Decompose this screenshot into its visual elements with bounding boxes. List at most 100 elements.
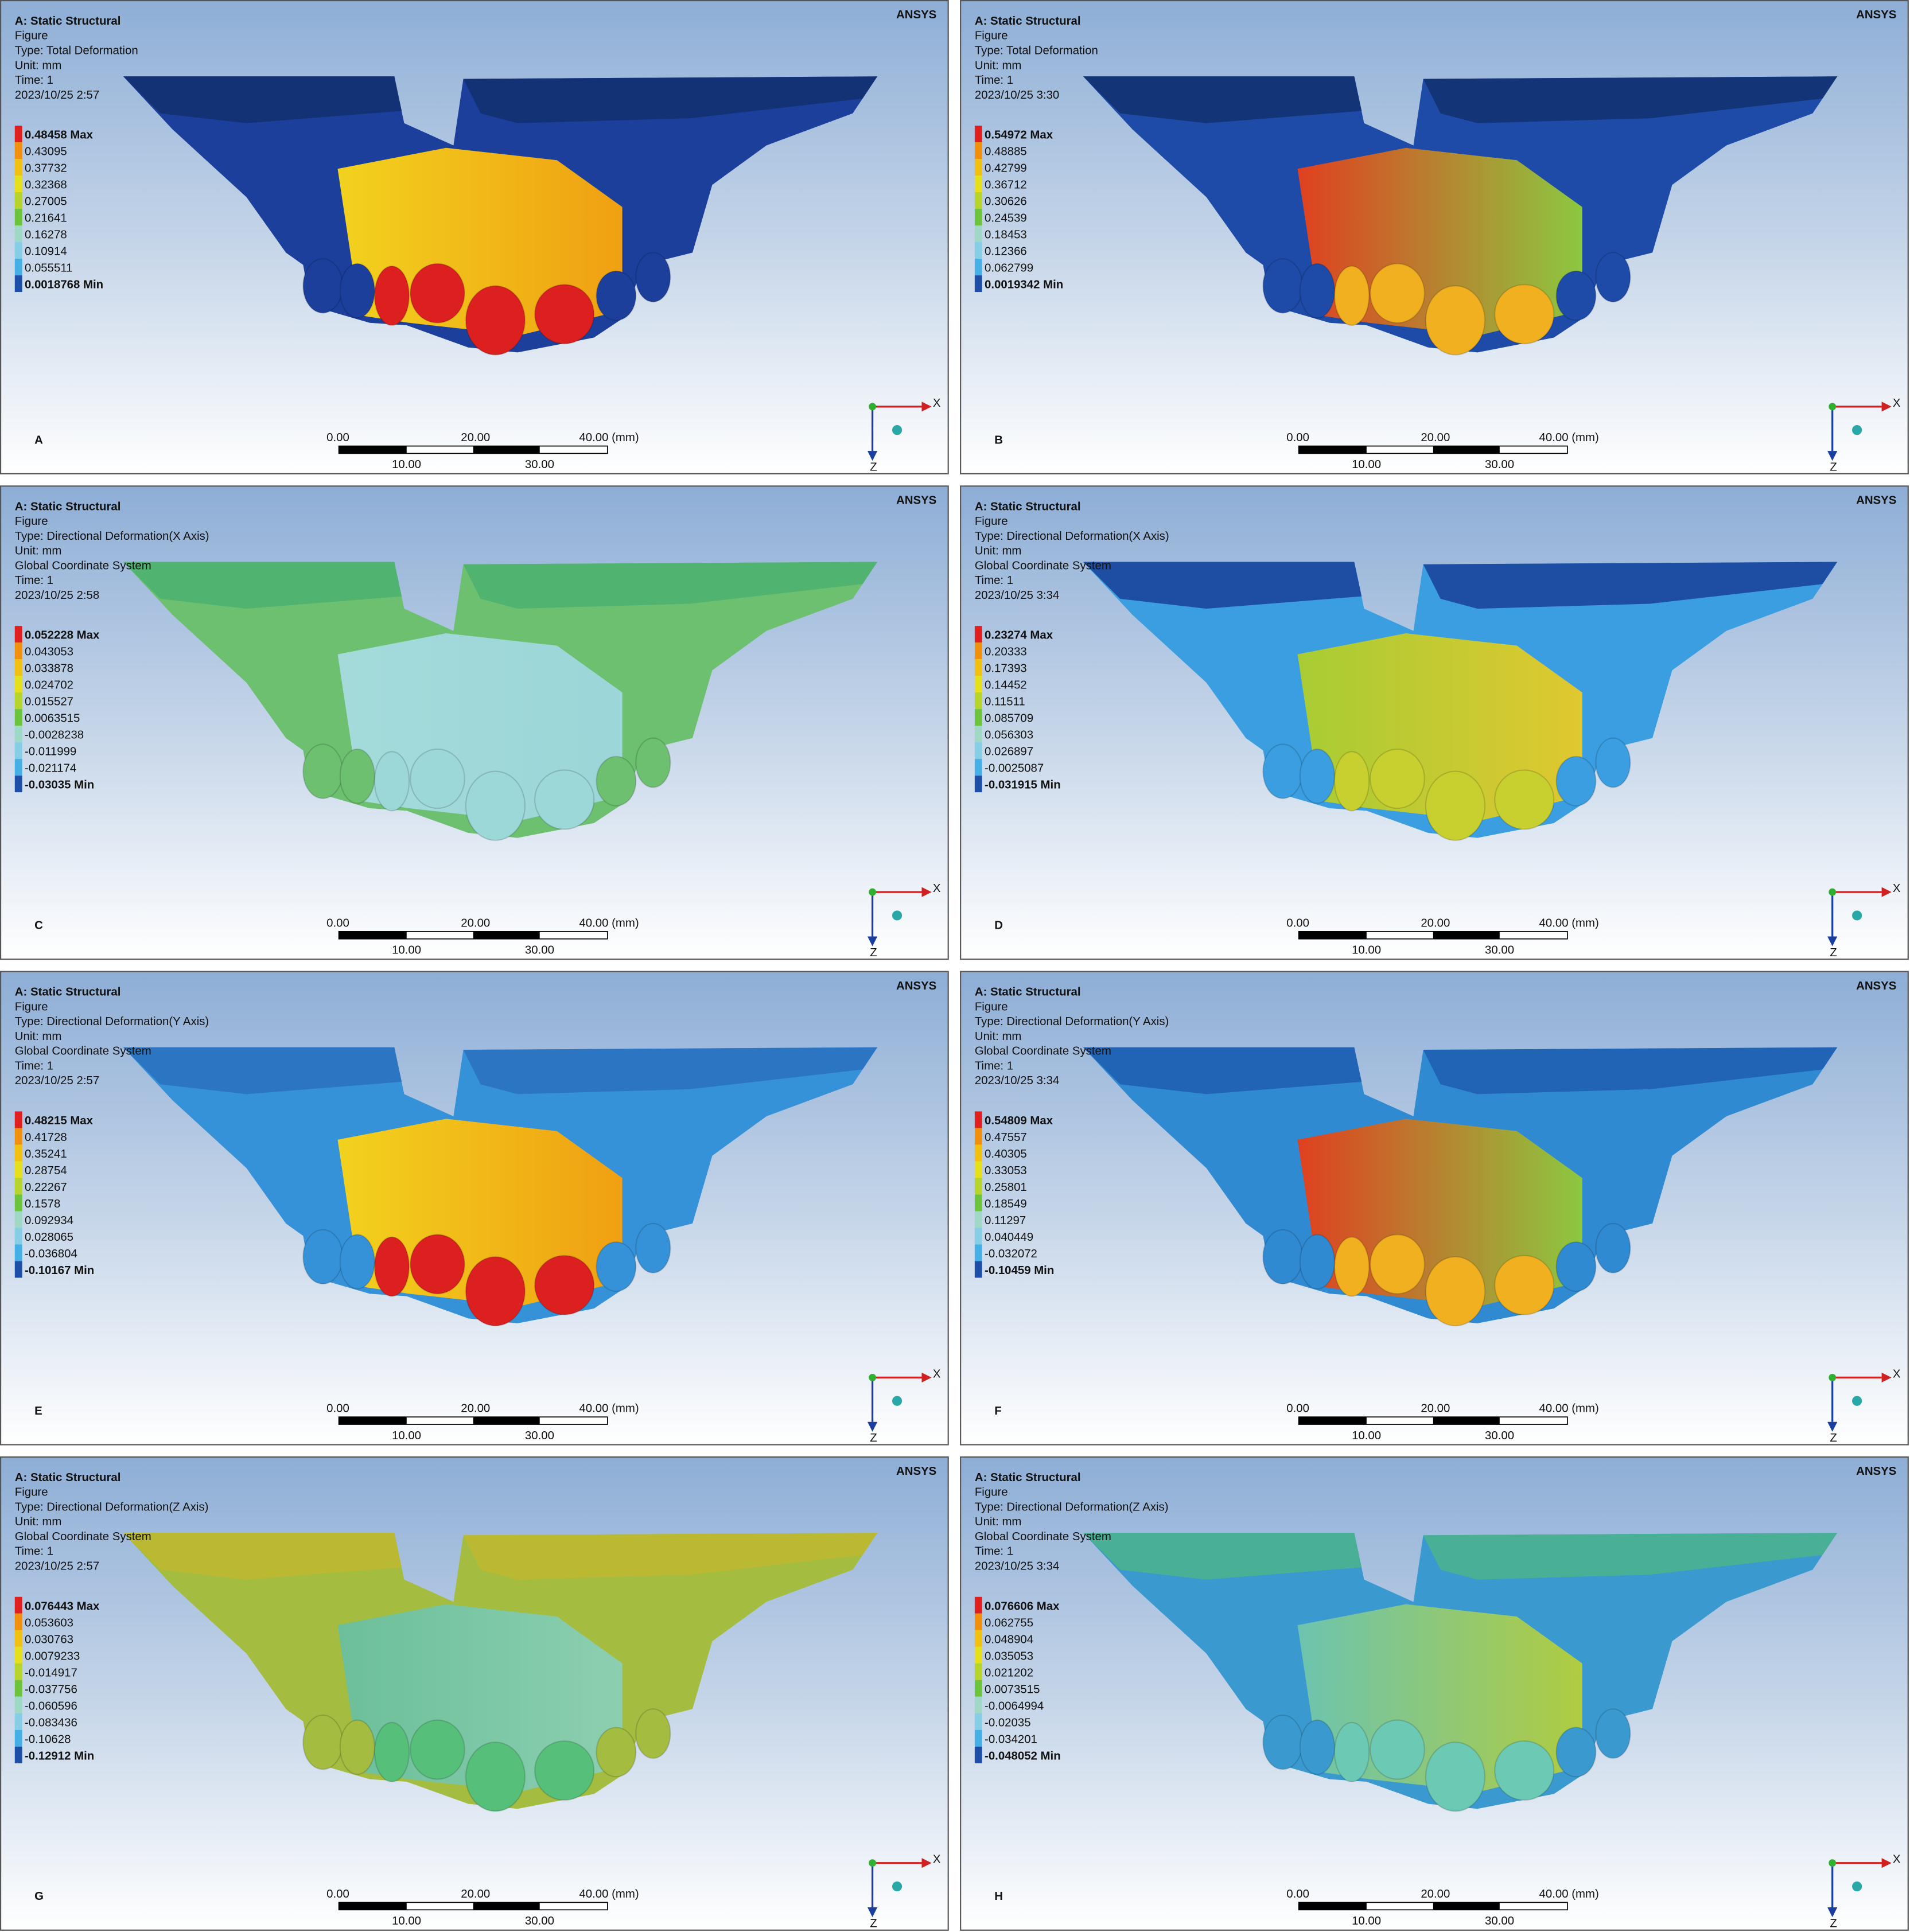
y-axis-dot (1829, 403, 1837, 411)
scale-seg (339, 446, 407, 454)
logo: ANSYS (896, 1465, 936, 1478)
legend-label: 0.33053 (985, 1164, 1027, 1177)
tooth (534, 769, 595, 830)
scale-label: 10.00 (1352, 1915, 1381, 1927)
title: A: Static Structural (975, 15, 1081, 28)
title: A: Static Structural (15, 500, 121, 513)
legend-swatch (974, 1228, 982, 1245)
legend-label: 0.0063515 (25, 712, 80, 725)
legend-label: 0.024702 (25, 679, 73, 692)
tooth (1299, 1719, 1336, 1775)
legend-swatch (14, 1261, 22, 1278)
tooth (1333, 1236, 1370, 1297)
scale-label: 20.00 (461, 1403, 490, 1415)
triad-ball (1852, 425, 1862, 435)
tooth (302, 258, 344, 314)
scale-label: 20.00 (1421, 917, 1450, 929)
scale-label: 0.00 (326, 917, 349, 929)
info-line: Unit: mm (15, 545, 62, 558)
legend-swatch (974, 1211, 982, 1228)
scale-seg (1433, 446, 1500, 454)
legend-swatch (14, 209, 22, 226)
scale-seg (473, 1902, 540, 1910)
tooth (635, 1222, 671, 1273)
info-line: Unit: mm (15, 1516, 62, 1528)
legend-label: 0.12366 (985, 246, 1027, 258)
legend-swatch (974, 1244, 982, 1261)
legend-swatch (14, 126, 22, 143)
triad-ball (892, 1396, 903, 1406)
legend-label: 0.41728 (25, 1131, 67, 1144)
info-line: Time: 1 (975, 1060, 1013, 1072)
title: A: Static Structural (975, 1471, 1081, 1484)
arrow-head (1881, 1858, 1892, 1868)
scale-label: 10.00 (392, 458, 421, 471)
legend-label: -0.036804 (25, 1248, 77, 1260)
info-line: Global Coordinate System (15, 1045, 151, 1058)
tooth (1262, 1714, 1304, 1770)
arrow-head (921, 1858, 932, 1868)
legend-label: 0.30626 (985, 196, 1027, 208)
legend-label: 0.1578 (25, 1198, 60, 1210)
axis-label: X (1893, 882, 1901, 895)
arrow-head (1827, 451, 1838, 461)
scale-label: 40.00 (mm) (1539, 431, 1599, 444)
info-line: Type: Directional Deformation(X Axis) (15, 530, 209, 543)
legend-label: 0.14452 (985, 679, 1027, 692)
legend-swatch (14, 626, 22, 643)
legend-label: -0.03035 Min (25, 779, 94, 792)
arrow-head (1827, 1907, 1838, 1918)
legend-label: -0.037756 (25, 1683, 77, 1696)
legend-label: 0.23274 Max (985, 629, 1053, 642)
axis-label: Z (870, 946, 877, 959)
info-line: Time: 1 (15, 1060, 53, 1072)
scale-seg (1433, 1417, 1500, 1425)
legend-swatch (14, 759, 22, 776)
legend-label: 0.36712 (985, 179, 1027, 192)
legend-swatch (14, 1161, 22, 1178)
tooth (1299, 263, 1336, 319)
legend-swatch (14, 1646, 22, 1664)
info-line: Time: 1 (975, 74, 1013, 87)
upper-band (123, 1533, 878, 1580)
axis-label: Z (870, 461, 877, 474)
legend-swatch (14, 1613, 22, 1630)
tooth (410, 263, 465, 324)
legend-label: 0.030763 (25, 1633, 73, 1646)
scale-seg (1433, 1902, 1500, 1910)
legend-label: 0.40305 (985, 1148, 1027, 1160)
tooth (1595, 252, 1631, 303)
panel: A: Static Structural Figure Type: Directio… (0, 1456, 949, 1931)
panel-label: H (994, 1890, 1003, 1903)
scale-label: 30.00 (1485, 458, 1514, 471)
legend-swatch (974, 692, 982, 710)
legend-label: 0.24539 (985, 212, 1027, 225)
legend-label: 0.21641 (25, 212, 67, 225)
scale-label: 0.00 (1286, 917, 1309, 929)
scale-label: 0.00 (326, 1888, 349, 1900)
upper-band (1083, 1047, 1838, 1094)
info-line: 2023/10/25 2:57 (15, 89, 99, 102)
legend-label: 0.48885 (985, 146, 1027, 158)
legend-swatch (14, 1696, 22, 1713)
legend-swatch (974, 1630, 982, 1647)
panel: A: Static Structural Figure Type: Directio… (960, 1456, 1909, 1931)
tooth (410, 1719, 465, 1780)
legend-label: -0.083436 (25, 1716, 77, 1729)
legend-swatch (14, 709, 22, 726)
panel: A: Static Structural Figure Type: Directio… (0, 485, 949, 960)
info-line: Figure (975, 1000, 1008, 1013)
legend-swatch (974, 1746, 982, 1763)
scale-label: 40.00 (mm) (579, 431, 639, 444)
legend-label: -0.031915 Min (985, 779, 1061, 792)
legend-label: 0.026897 (985, 746, 1033, 758)
legend-swatch (14, 726, 22, 743)
tooth (1425, 285, 1486, 356)
legend-swatch (974, 1713, 982, 1730)
info-line: Unit: mm (975, 1030, 1022, 1043)
info-line: Global Coordinate System (975, 1045, 1111, 1058)
info-line: Global Coordinate System (975, 559, 1111, 572)
scale-label: 10.00 (392, 944, 421, 957)
legend-swatch (974, 709, 982, 726)
tooth (596, 755, 637, 807)
